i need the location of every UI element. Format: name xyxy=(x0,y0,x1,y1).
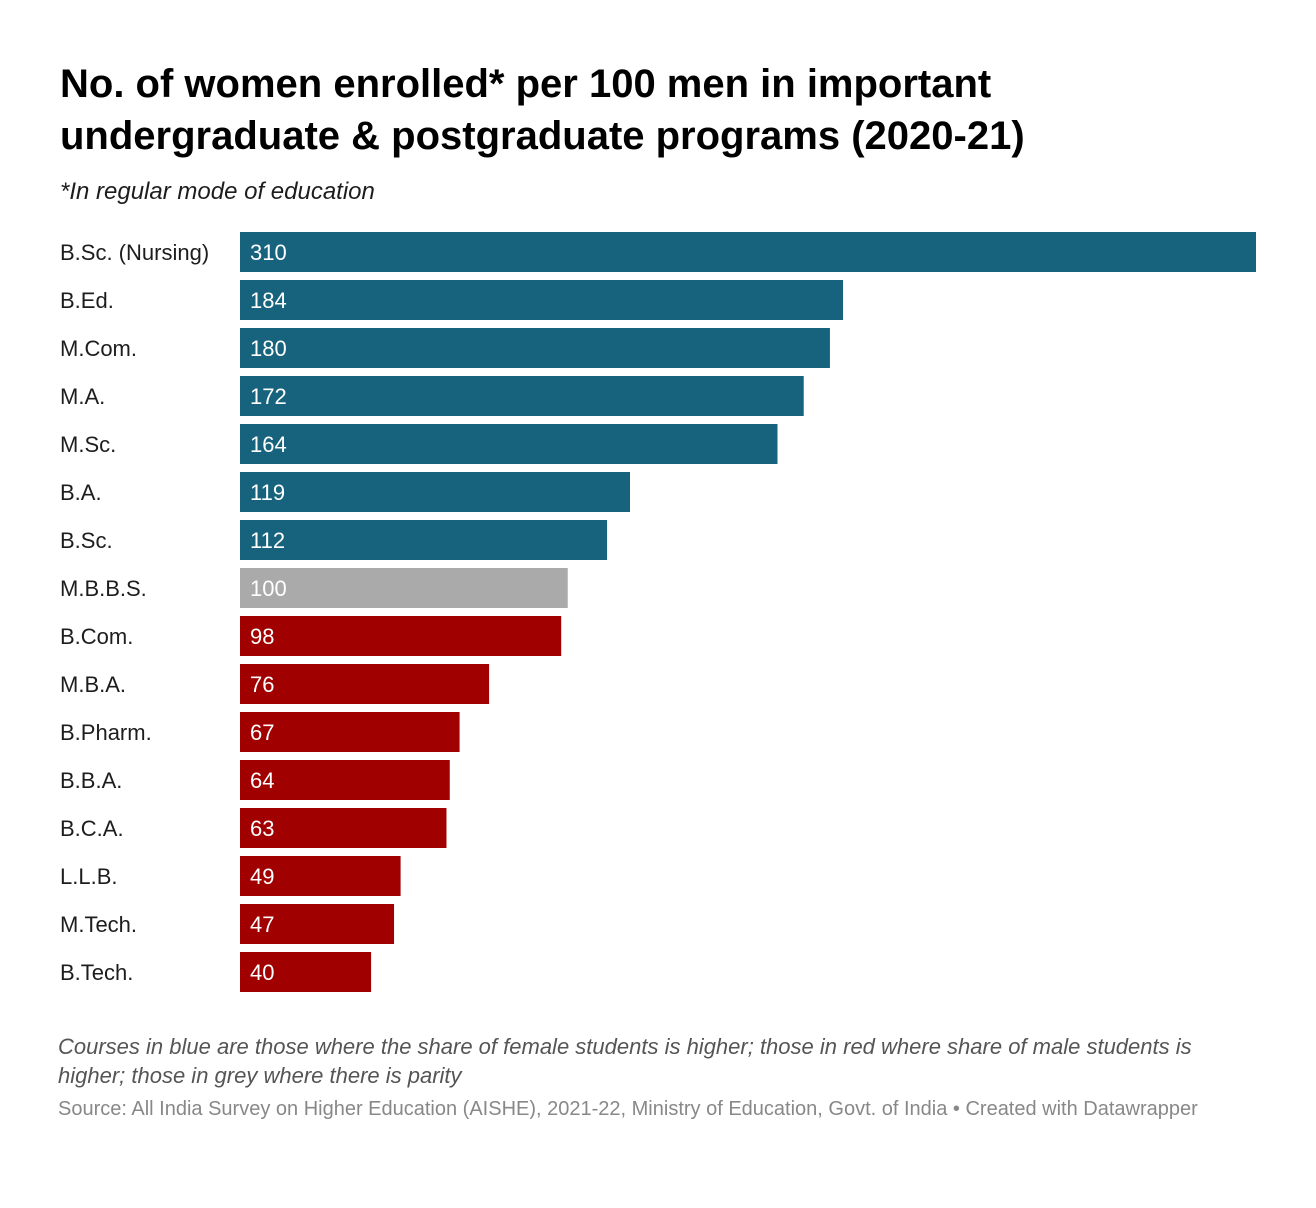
bar xyxy=(240,616,562,656)
bar-row: B.B.A. 64 xyxy=(60,760,450,800)
chart-title: No. of women enrolled* per 100 men in im… xyxy=(60,62,1025,158)
bar-row: M.Com. 180 xyxy=(60,328,830,368)
category-label: B.A. xyxy=(60,480,102,505)
category-label: L.L.B. xyxy=(60,864,117,889)
category-label: M.Com. xyxy=(60,336,137,361)
bar xyxy=(240,664,490,704)
value-label: 64 xyxy=(250,768,274,793)
value-label: 47 xyxy=(250,912,274,937)
bar-row: B.Sc. (Nursing) 310 xyxy=(60,232,1256,272)
category-label: M.Tech. xyxy=(60,912,137,937)
bar xyxy=(240,856,401,896)
chart-subtitle: *In regular mode of education xyxy=(60,178,375,205)
bar-chart: B.Sc. (Nursing) 310 B.Ed. 184 M.Com. 180 M.A. 1… xyxy=(60,232,1256,992)
bar-row: B.Com. 98 xyxy=(60,616,562,656)
category-label: B.C.A. xyxy=(60,816,124,841)
bar xyxy=(240,376,804,416)
value-label: 310 xyxy=(250,240,287,265)
category-label: B.Sc. xyxy=(60,528,113,553)
value-label: 63 xyxy=(250,816,274,841)
value-label: 172 xyxy=(250,384,287,409)
bar-row: M.B.A. 76 xyxy=(60,664,490,704)
category-label: B.B.A. xyxy=(60,768,122,793)
value-label: 40 xyxy=(250,960,274,985)
category-label: M.Sc. xyxy=(60,432,116,457)
bar-row: B.A. 119 xyxy=(60,472,631,512)
category-label: M.B.B.S. xyxy=(60,576,147,601)
bar-row: B.Tech. 40 xyxy=(60,952,372,992)
category-label: M.B.A. xyxy=(60,672,126,697)
category-label: M.A. xyxy=(60,384,105,409)
bar xyxy=(240,904,395,944)
bar-row: B.Pharm. 67 xyxy=(60,712,460,752)
value-label: 184 xyxy=(250,288,287,313)
bar xyxy=(240,568,568,608)
bar-row: M.Sc. 164 xyxy=(60,424,778,464)
value-label: 49 xyxy=(250,864,274,889)
bar-row: M.Tech. 47 xyxy=(60,904,395,944)
value-label: 100 xyxy=(250,576,287,601)
bar-row: L.L.B. 49 xyxy=(60,856,401,896)
value-label: 119 xyxy=(250,480,285,505)
bar xyxy=(240,424,778,464)
value-label: 112 xyxy=(250,528,285,553)
chart-source: Source: All India Survey on Higher Educa… xyxy=(58,1098,1198,1120)
bar-row: M.A. 172 xyxy=(60,376,804,416)
bar-row: B.C.A. 63 xyxy=(60,808,447,848)
bar xyxy=(240,760,450,800)
bar xyxy=(240,520,608,560)
category-label: B.Tech. xyxy=(60,960,133,985)
value-label: 180 xyxy=(250,336,287,361)
bar xyxy=(240,232,1256,272)
value-label: 76 xyxy=(250,672,274,697)
value-label: 98 xyxy=(250,624,274,649)
category-label: B.Ed. xyxy=(60,288,114,313)
bar xyxy=(240,808,447,848)
bar xyxy=(240,472,631,512)
bar-row: M.B.B.S. 100 xyxy=(60,568,568,608)
category-label: B.Pharm. xyxy=(60,720,152,745)
bar-row: B.Sc. 112 xyxy=(60,520,608,560)
bar xyxy=(240,952,372,992)
value-label: 164 xyxy=(250,432,287,457)
bar xyxy=(240,712,460,752)
bar xyxy=(240,328,830,368)
bar-row: B.Ed. 184 xyxy=(60,280,844,320)
bar xyxy=(240,280,844,320)
chart-notes: Courses in blue are those where the shar… xyxy=(58,1034,1192,1088)
category-label: B.Sc. (Nursing) xyxy=(60,240,209,265)
category-label: B.Com. xyxy=(60,624,133,649)
value-label: 67 xyxy=(250,720,274,745)
